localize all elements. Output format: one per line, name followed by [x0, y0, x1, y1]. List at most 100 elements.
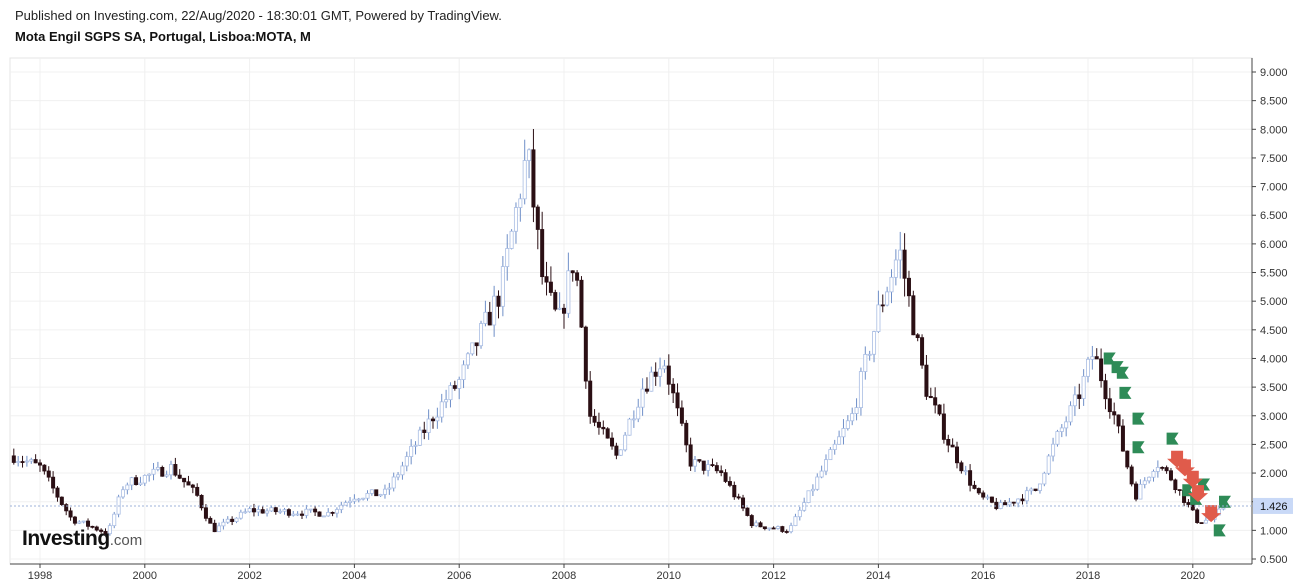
x-tick-label: 2018: [1076, 570, 1100, 582]
candle-body: [1003, 502, 1008, 506]
candle-body: [195, 486, 200, 496]
candle-body: [260, 509, 265, 514]
candle-body: [858, 371, 863, 409]
y-tick-label: 3.500: [1260, 382, 1288, 394]
candle-body: [1029, 488, 1034, 492]
candle-body: [430, 418, 435, 422]
candle-body: [1007, 501, 1012, 506]
candle-body: [1077, 394, 1082, 399]
y-tick-label: 5.000: [1260, 296, 1288, 308]
candle-body: [693, 459, 698, 467]
candle-body: [33, 459, 38, 464]
candle-body: [173, 464, 178, 476]
candle-body: [1168, 470, 1173, 481]
candle-body: [317, 511, 322, 517]
candle-body: [291, 513, 296, 516]
candle-body: [889, 276, 894, 293]
candle-body: [509, 230, 514, 249]
candle-body: [789, 525, 794, 533]
candle-body: [570, 270, 575, 274]
candle-body: [824, 459, 829, 472]
candle-body: [435, 416, 440, 422]
last-price-box: [1253, 497, 1293, 514]
candle-body: [955, 446, 960, 464]
candle-body: [500, 266, 505, 307]
candle-body: [299, 513, 304, 516]
candle-body: [326, 511, 331, 517]
candle-body: [1151, 471, 1156, 478]
candle-body: [963, 470, 968, 473]
x-tick-label: 2012: [761, 570, 785, 582]
candle-body: [928, 395, 933, 399]
candle-body: [42, 464, 47, 472]
candle-body: [557, 307, 562, 310]
candle-body: [1155, 467, 1160, 472]
candle-body: [120, 489, 125, 498]
candle-body: [767, 527, 772, 530]
y-tick-label: 2.000: [1260, 468, 1288, 480]
candle-body: [566, 270, 571, 314]
candle-body: [77, 521, 82, 524]
candle-body: [125, 484, 130, 491]
candle-body: [1134, 483, 1139, 500]
candle-body: [618, 449, 623, 456]
candle-body: [719, 470, 724, 474]
candle-body: [937, 404, 942, 415]
sell-arrow-marker: [1174, 459, 1195, 477]
candle-body: [1125, 450, 1130, 468]
candle-body: [771, 527, 776, 530]
candle-body: [1164, 467, 1169, 472]
candle-body: [1203, 519, 1208, 524]
candle-body: [1081, 375, 1086, 399]
x-tick-label: 2006: [447, 570, 471, 582]
chart-header: Published on Investing.com, 22/Aug/2020 …: [15, 8, 502, 44]
candle-body: [1190, 504, 1195, 511]
candle-body: [876, 304, 881, 332]
candle-body: [780, 526, 785, 532]
last-price-label: 1.426: [1260, 501, 1288, 513]
sell-arrow-marker: [1201, 505, 1222, 523]
candle-body: [247, 508, 252, 513]
candle-body: [806, 490, 811, 504]
candle-body: [797, 509, 802, 518]
candle-body: [452, 385, 457, 389]
candle-body: [64, 504, 69, 512]
candle-body: [59, 496, 64, 505]
candle-body: [155, 466, 160, 470]
candle-body: [230, 518, 235, 522]
candle-body: [845, 420, 850, 429]
candle-body: [1195, 509, 1200, 523]
candle-body: [265, 510, 270, 514]
candle-body: [854, 407, 859, 414]
candle-body: [487, 311, 492, 326]
y-tick-label: 1.000: [1260, 525, 1288, 537]
candle-body: [361, 497, 366, 500]
candle-body: [688, 444, 693, 467]
candle-body: [505, 248, 510, 267]
candle-body: [334, 509, 339, 514]
candle-body: [518, 198, 523, 208]
candle-body: [832, 443, 837, 450]
candle-body: [1072, 394, 1077, 407]
candle-body: [548, 281, 553, 293]
candle-body: [666, 365, 671, 385]
candle-body: [1024, 490, 1029, 502]
x-tick-label: 2020: [1181, 570, 1205, 582]
candle-body: [658, 368, 663, 377]
candle-body: [562, 307, 567, 314]
candle-body: [400, 465, 405, 476]
candle-body: [924, 364, 929, 397]
candle-body: [208, 517, 213, 524]
candle-body: [496, 295, 501, 307]
candle-body: [234, 517, 239, 522]
candle-body: [671, 383, 676, 394]
candle-body: [134, 477, 139, 486]
candle-body: [129, 477, 134, 486]
y-tick-label: 8.000: [1260, 124, 1288, 136]
candle-body: [1138, 483, 1143, 500]
y-tick-label: 4.500: [1260, 325, 1288, 337]
candle-body: [527, 149, 532, 161]
candle-body: [1064, 421, 1069, 429]
candle-body: [38, 462, 43, 466]
candle-body: [653, 371, 658, 377]
